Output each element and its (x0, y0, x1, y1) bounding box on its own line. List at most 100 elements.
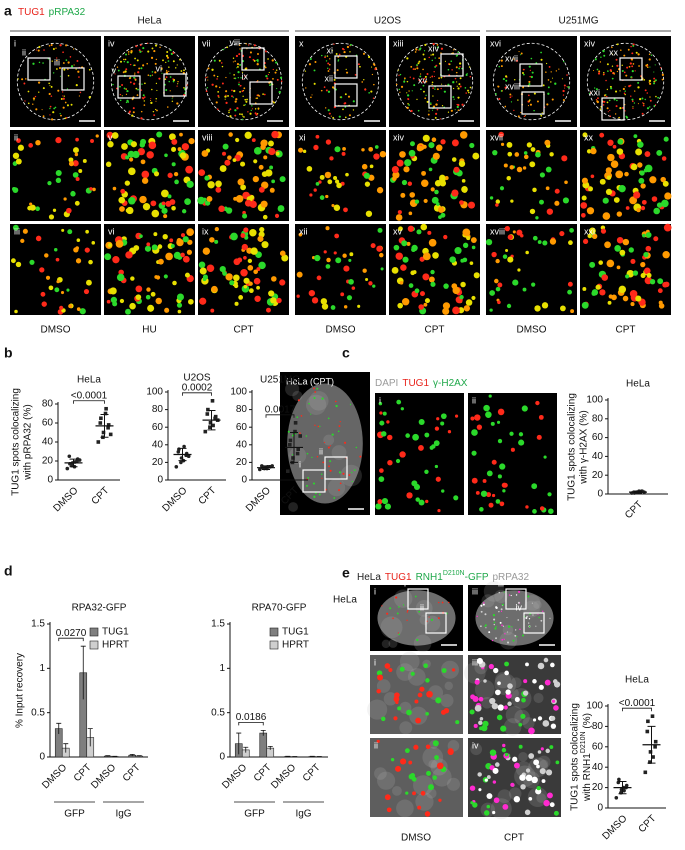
spot (494, 762, 500, 767)
y-tick-label: 0 (241, 475, 247, 486)
spot (493, 797, 500, 804)
chart-title: U2OS (183, 373, 211, 384)
spot (506, 175, 511, 181)
spot (552, 679, 558, 684)
spot (15, 158, 22, 165)
spot (239, 90, 241, 93)
spot (112, 186, 117, 191)
x-tick-label: DMSO (89, 762, 118, 791)
spot (424, 75, 427, 78)
spot (438, 601, 440, 604)
spot (502, 489, 506, 493)
spot (35, 49, 37, 51)
spot (206, 87, 208, 89)
spot (643, 103, 645, 105)
spot (179, 152, 187, 159)
spot (319, 174, 325, 180)
spot (375, 503, 382, 510)
spot (451, 189, 459, 197)
x-tick-label: DMSO (40, 762, 69, 791)
spot (631, 98, 634, 101)
spot (433, 71, 435, 73)
spot (169, 90, 171, 92)
spot (241, 113, 243, 116)
spot (138, 49, 141, 52)
spot (199, 267, 207, 275)
overview-label: i (374, 586, 376, 596)
spot (452, 286, 460, 295)
spot (493, 623, 495, 626)
spot (641, 97, 644, 100)
error-bar (285, 755, 291, 757)
spot (121, 83, 124, 86)
y-axis-label-part: with RNH1 (582, 753, 593, 802)
overview-label: xiii (393, 38, 404, 48)
spot (629, 84, 632, 87)
spot (609, 69, 612, 72)
spot (472, 695, 479, 702)
spot (637, 81, 640, 84)
spot (553, 810, 559, 816)
spot (396, 159, 404, 167)
sd-whisker (647, 725, 656, 764)
spot (548, 65, 551, 68)
spot (486, 804, 491, 809)
spot (540, 58, 543, 61)
spot (522, 68, 525, 71)
spot (531, 602, 533, 604)
spot (257, 108, 260, 110)
spot (55, 137, 62, 144)
spot (236, 107, 239, 110)
spot (489, 290, 496, 296)
spot (447, 83, 450, 86)
spot (233, 274, 240, 282)
sd-whisker (69, 458, 78, 468)
spot (79, 308, 86, 315)
spot (238, 295, 244, 300)
spot (156, 131, 163, 138)
spot (492, 767, 499, 774)
spot (334, 146, 341, 153)
micrograph (468, 580, 561, 651)
spot (400, 85, 404, 88)
spot (247, 258, 253, 264)
spot (88, 96, 91, 99)
spot (607, 70, 609, 72)
spot (231, 89, 233, 92)
overview-label: xiv (584, 38, 595, 48)
spot (314, 424, 316, 426)
spot (241, 285, 250, 293)
spot (75, 68, 77, 70)
spot (425, 744, 431, 750)
spot (500, 65, 503, 68)
spot (376, 245, 383, 252)
spot (267, 58, 269, 60)
micrograph (10, 36, 101, 127)
spot (56, 57, 58, 59)
spot (436, 99, 439, 102)
spot (436, 762, 444, 770)
spot (179, 132, 183, 137)
spot (653, 77, 656, 80)
spot (397, 210, 402, 215)
spot (400, 264, 407, 271)
spot (441, 489, 445, 493)
spot (133, 82, 136, 85)
spot (349, 252, 354, 257)
spot (640, 183, 646, 189)
spot (253, 269, 259, 275)
spot (423, 90, 425, 93)
spot (176, 102, 179, 105)
spot (181, 143, 190, 151)
spot (547, 492, 552, 497)
haze (309, 391, 329, 411)
spot (549, 617, 551, 619)
spot (629, 196, 638, 205)
spot (653, 236, 659, 242)
spot (611, 46, 613, 49)
spot (321, 303, 329, 310)
spot (531, 71, 534, 74)
spot (142, 47, 145, 50)
spot (441, 105, 444, 107)
data-point (298, 434, 302, 438)
